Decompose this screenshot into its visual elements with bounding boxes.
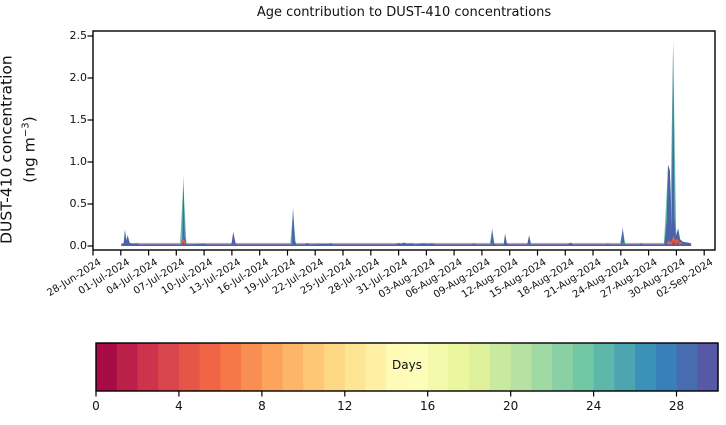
y-tick-label: 0.0 bbox=[69, 239, 88, 252]
y-axis-label-line1: DUST-410 concentration bbox=[0, 55, 16, 244]
colorbar-tick-label: 4 bbox=[175, 399, 183, 413]
colorbar-tick-label: 24 bbox=[585, 399, 602, 413]
chart-title: Age contribution to DUST-410 concentrati… bbox=[256, 5, 552, 20]
plot-spines bbox=[92, 30, 716, 251]
colorbar bbox=[95, 342, 719, 397]
colorbar-border bbox=[95, 342, 719, 392]
y-axis-label-units: (ng m−3) bbox=[20, 116, 39, 183]
y-tick-label: 1.0 bbox=[69, 155, 88, 168]
area-series bbox=[121, 39, 692, 247]
y-tick-label: 2.0 bbox=[69, 71, 88, 84]
colorbar-tick-label: 8 bbox=[258, 399, 266, 413]
colorbar-tick-label: 12 bbox=[337, 399, 353, 413]
colorbar-tick-label: 16 bbox=[420, 399, 436, 413]
colorbar-label: Days bbox=[392, 358, 422, 372]
colorbar-tick-label: 0 bbox=[92, 399, 100, 413]
plot-background bbox=[93, 31, 715, 250]
y-axis-label: DUST-410 concentration (ng m−3) bbox=[0, 25, 40, 275]
colorbar-tick-label: 20 bbox=[503, 399, 519, 413]
exponent: −3 bbox=[20, 122, 32, 138]
y-tick-label: 0.5 bbox=[69, 197, 88, 210]
y-tick-label: 1.5 bbox=[69, 113, 88, 126]
y-tick-label: 2.5 bbox=[69, 29, 88, 42]
colorbar-tick-label: 28 bbox=[668, 399, 685, 413]
